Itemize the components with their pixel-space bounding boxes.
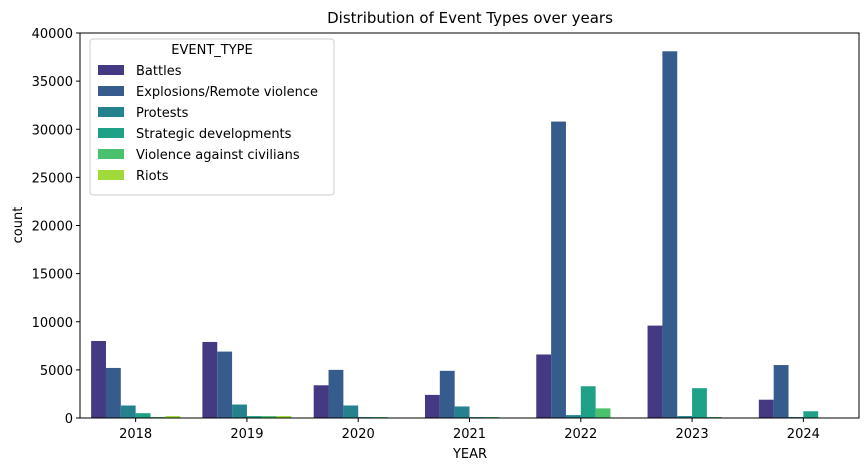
bars-group: [91, 51, 819, 419]
y-tick-label: 10000: [32, 316, 73, 331]
bar-strategic-developments-2018: [135, 413, 151, 418]
y-tick-label: 40000: [32, 27, 73, 42]
bar-explosions-remote-violence-2018: [105, 367, 121, 418]
legend-entry-label: Protests: [136, 106, 189, 121]
y-tick-label: 5000: [40, 364, 73, 379]
x-axis-label: YEAR: [452, 447, 487, 462]
y-tick-label: 20000: [32, 220, 73, 235]
legend-swatch: [98, 107, 124, 117]
axes-group: 0 5000 10000 15000 20000 25000 30000 35000 40000…: [32, 27, 860, 442]
legend-swatch: [98, 149, 124, 159]
x-tick-label: 2023: [676, 427, 709, 442]
legend-entry-label: Violence against civilians: [136, 148, 300, 163]
y-axis-label: count: [11, 207, 26, 244]
y-tick-label: 0: [65, 412, 73, 427]
bar-strategic-developments-2019: [246, 416, 262, 418]
bar-protests-2019: [232, 404, 247, 418]
x-tick-label: 2022: [564, 427, 597, 442]
x-tick-label: 2018: [119, 427, 152, 442]
bar-strategic-developments-2022: [580, 386, 596, 418]
bar-explosions-remote-violence-2024: [773, 365, 789, 418]
x-tick-label: 2019: [230, 427, 263, 442]
y-tick-label: 35000: [32, 75, 73, 90]
bar-explosions-remote-violence-2022: [551, 121, 566, 419]
y-tick-label: 15000: [32, 268, 73, 283]
bar-protests-2022: [565, 415, 581, 418]
legend-title: EVENT_TYPE: [171, 43, 252, 58]
bar-battles-2020: [313, 385, 329, 418]
bar-battles-2024: [758, 399, 774, 418]
legend-swatch: [98, 65, 124, 75]
legend-entry-label: Strategic developments: [136, 127, 292, 142]
chart-title: Distribution of Event Types over years: [327, 9, 613, 27]
bar-riots-2019: [276, 416, 292, 418]
bar-battles-2022: [536, 354, 552, 418]
bar-protests-2023: [677, 416, 693, 418]
x-tick-label: 2020: [342, 427, 375, 442]
bar-protests-2020: [343, 405, 359, 418]
legend-entry-label: Explosions/Remote violence: [136, 85, 318, 100]
bar-violence-against-civilians-2019: [261, 416, 277, 418]
bar-violence-against-civilians-2022: [595, 408, 611, 419]
bar-riots-2018: [165, 416, 181, 418]
bar-explosions-remote-violence-2023: [662, 51, 678, 418]
legend-entry-label: Riots: [136, 169, 169, 184]
bar-explosions-remote-violence-2019: [217, 351, 233, 418]
bar-battles-2019: [202, 341, 218, 418]
x-tick-label: 2024: [787, 427, 820, 442]
y-tick-label: 25000: [32, 171, 73, 186]
bar-explosions-remote-violence-2021: [439, 370, 455, 418]
legend: EVENT_TYPE Battles Explosions/Remote viole…: [89, 38, 335, 196]
bar-protests-2018: [120, 405, 136, 418]
legend-entry-label: Battles: [136, 64, 182, 79]
bar-battles-2018: [91, 341, 106, 418]
legend-box: [89, 38, 335, 196]
legend-swatch: [98, 170, 124, 180]
bar-battles-2021: [424, 394, 440, 418]
bar-protests-2021: [454, 406, 470, 418]
legend-swatch: [98, 86, 124, 96]
bar-strategic-developments-2023: [692, 388, 707, 418]
x-tick-label: 2021: [453, 427, 486, 442]
legend-swatch: [98, 128, 124, 138]
bar-strategic-developments-2024: [803, 411, 819, 418]
bar-explosions-remote-violence-2020: [328, 369, 344, 419]
bar-battles-2023: [647, 325, 663, 418]
y-tick-label: 30000: [32, 123, 73, 138]
